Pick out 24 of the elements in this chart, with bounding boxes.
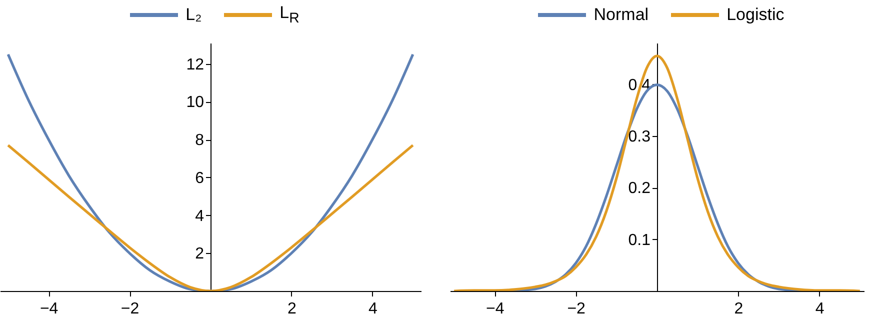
legend-label: Logistic xyxy=(726,5,784,25)
y-tick-label: 8 xyxy=(195,132,204,150)
x-tick-label: −4 xyxy=(486,300,504,318)
y-tick-label: 2 xyxy=(195,246,204,263)
x-tick-label: 4 xyxy=(815,300,824,318)
line-series xyxy=(6,144,414,291)
x-tick-label: 2 xyxy=(288,300,297,318)
y-tick-label: 4 xyxy=(195,208,204,225)
y-tick-label: 10 xyxy=(186,94,204,112)
line-series xyxy=(452,54,862,291)
line-series xyxy=(6,53,414,291)
x-tick-label: 4 xyxy=(368,300,378,318)
x-tick-label: −4 xyxy=(40,300,58,318)
y-tick-label: 0.2 xyxy=(628,180,651,198)
x-tick-label: −2 xyxy=(120,300,140,318)
y-tick-label: 0.3 xyxy=(628,128,651,146)
x-tick-label: 2 xyxy=(734,300,744,318)
y-tick-label: 12 xyxy=(186,56,204,74)
legend-label: Normal xyxy=(594,5,649,25)
y-tick-label: 6 xyxy=(195,170,204,187)
legend-label: L₂ xyxy=(186,5,202,25)
y-tick-label: 0.1 xyxy=(628,232,651,249)
legend-label: L$_{R}$ xyxy=(280,3,300,27)
x-tick-label: −2 xyxy=(567,300,586,318)
